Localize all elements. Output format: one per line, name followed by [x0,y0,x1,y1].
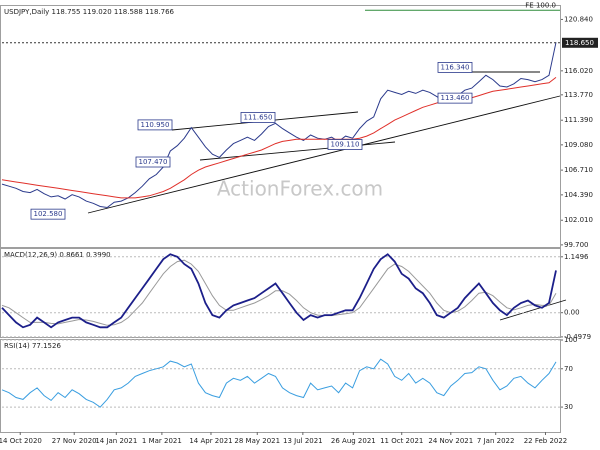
x-tick-label: 14 Apr 2021 [189,437,232,445]
y-tick-label: 0.00 [564,309,580,317]
series-line [1,358,557,408]
annotation-label: 116.340 [441,63,470,71]
y-tick-label: 116.020 [564,67,593,75]
y-tick-label: 106.710 [564,166,593,174]
series-line [1,253,557,329]
x-tick-label: 22 Feb 2022 [524,437,568,445]
y-tick-label: 111.390 [564,116,593,124]
x-tick-label: 14 Jan 2021 [95,437,137,445]
y-tick-label: 1.1496 [564,253,589,261]
target-label: FE 100.0 [525,1,556,9]
y-tick-label: -0.4979 [564,333,591,341]
annotation-box [240,112,276,123]
x-tick-label: 24 Nov 2021 [428,437,473,445]
trendline [499,299,567,321]
price-panel [0,5,561,248]
x-tick-label: 1 Mar 2021 [142,437,182,445]
y-tick-label: 120.840 [564,15,593,23]
annotation-box [137,119,173,131]
x-tick-label: 11 Oct 2021 [380,437,423,445]
panel-title: MACD(12,26,9) 0.8661 0.3990 [4,251,111,259]
current-price-box [562,37,598,48]
y-tick-label: 113.770 [564,91,593,99]
trendline [87,95,561,214]
x-tick-label: 13 Jul 2021 [283,437,323,445]
series-line [1,259,557,326]
annotation-box [327,139,363,150]
macd-panel [0,248,561,338]
annotation-label: 109.110 [331,141,360,149]
x-tick-label: 27 Nov 2020 [52,437,97,445]
annotation-label: 111.650 [244,113,273,121]
panel-title: RSI(14) 77.1526 [4,342,61,350]
y-tick-label: 99.700 [564,241,589,249]
annotation-label: 110.950 [141,121,170,129]
y-tick-label: 70 [564,365,573,373]
series-line [1,42,557,209]
current-price-label: 118.650 [565,39,594,47]
panel-title: USDJPY,Daily 118.755 119.020 118.588 118… [4,8,175,16]
x-tick-label: 7 Jan 2022 [477,437,515,445]
annotation-box [437,62,473,73]
annotation-label: 113.460 [441,94,470,102]
watermark: ActionForex.com [217,177,383,201]
y-tick-label: 100 [564,336,577,344]
y-tick-label: 109.080 [564,141,593,149]
annotation-box [437,92,473,104]
annotation-label: 107.470 [139,158,168,166]
y-tick-label: 102.010 [564,216,593,224]
annotation-label: 102.580 [34,210,63,218]
trendline [199,141,396,161]
x-tick-label: 28 May 2021 [234,437,280,445]
y-tick-label: 104.390 [564,191,593,199]
x-tick-label: 14 Oct 2020 [0,437,42,445]
annotation-box [135,156,171,168]
y-tick-label: 30 [564,403,573,411]
annotation-box [30,208,66,220]
rsi-panel [0,339,561,433]
x-tick-label: 26 Aug 2021 [331,437,376,445]
